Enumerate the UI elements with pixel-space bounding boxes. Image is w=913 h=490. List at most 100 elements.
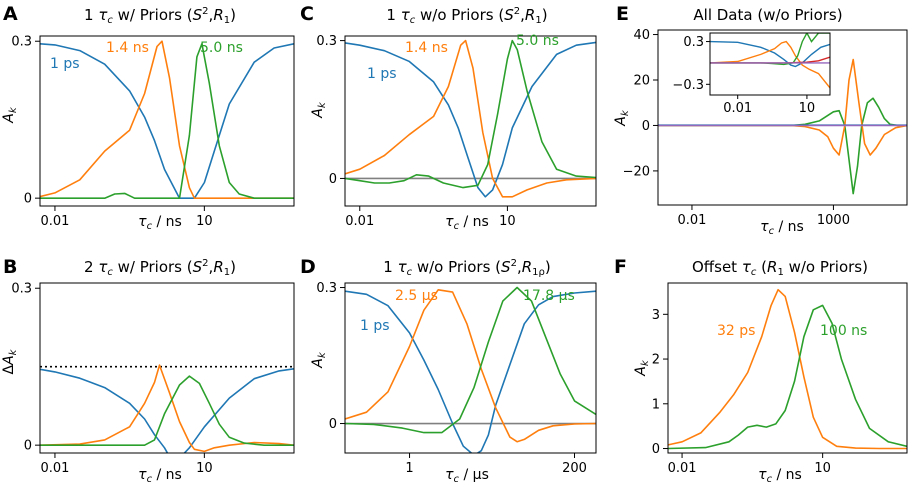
panel-e-series-green: [658, 97, 907, 195]
panel-f-ytick-label: 1: [652, 397, 660, 412]
panel-f-plot: 0.01 10 0 1 2 3: [652, 282, 908, 476]
panel-f-xtick-label: 10: [814, 461, 831, 476]
panel-c-label-green: 5.0 ns: [516, 33, 559, 49]
panel-d-series-blue: [345, 290, 596, 453]
panel-d-xtick-label: 1: [405, 461, 413, 476]
panel-c: C 1 τc w/o Priors (S2,R1) 0.01 1000.3 Ak …: [300, 3, 597, 232]
panel-e-frame: [657, 29, 908, 206]
panel-b: B 2 τc w/ Priors (S2,R1) 0.01 1000.3 ΔAk …: [1, 256, 295, 485]
panel-c-letter: C: [300, 3, 314, 25]
panel-c-xtick-label: 10: [499, 214, 516, 229]
panel-c-xtick-label: 0.01: [345, 214, 374, 229]
panel-b-series-blue: [40, 368, 294, 453]
panel-c-ytick-label: 0.3: [316, 34, 337, 49]
panel-c-series-blue: [345, 41, 596, 198]
panel-e-ytick-label: −20: [623, 164, 650, 179]
panel-a-plot: 0.01 10 0 0.3: [11, 35, 295, 229]
panel-e-xlabel: τc / ns: [760, 219, 804, 237]
panel-a-xtick-label: 0.01: [40, 214, 69, 229]
panel-e-xtick-label: 1000: [817, 213, 850, 228]
panel-f-label-orange: 32 ps: [717, 323, 755, 339]
panel-f-frame: [667, 282, 908, 454]
panel-f-series-orange: [668, 288, 907, 450]
panel-b-xtick-label: 10: [196, 461, 213, 476]
panel-a-label-blue: 1 ps: [50, 56, 80, 72]
panel-a-letter: A: [3, 3, 18, 25]
panel-f-letter: F: [614, 256, 627, 278]
panel-e-inset-ytick-label: −0.3: [672, 78, 704, 93]
panel-a-xtick-label: 10: [196, 214, 213, 229]
panel-f-series-green: [668, 304, 907, 450]
panel-a-series-orange: [40, 40, 294, 199]
panel-b-xlabel: τc / ns: [138, 467, 182, 485]
panel-a-ytick-label: 0.3: [11, 35, 32, 50]
panel-e-inset-series-orange: [710, 40, 830, 89]
panel-a-label-green: 5.0 ns: [200, 40, 243, 56]
panel-b-series-orange: [40, 364, 294, 453]
panel-f-label-green: 100 ns: [820, 323, 867, 339]
panel-f-ytick-label: 0: [652, 442, 660, 457]
panel-c-plot: 0.01 10 0 0.3: [316, 34, 597, 229]
panel-c-label-orange: 1.4 ns: [405, 40, 448, 56]
panel-d-ylabel: Ak: [310, 351, 328, 369]
panel-d: D 1 τc w/o Priors (S2,R1ρ) 1 200 0 0.3 Ak τ…: [300, 256, 597, 485]
panel-e-ytick-label: 20: [633, 74, 650, 89]
panel-c-ylabel: Ak: [310, 101, 328, 119]
panel-b-title: 2 τc w/ Priors (S2,R1): [84, 258, 236, 278]
panel-c-frame: [344, 35, 597, 207]
panel-e-inset: 0.01 10 −0.3 0.3: [672, 32, 831, 116]
panel-d-xlabel: τc / μs: [445, 467, 489, 485]
panel-c-xlabel: τc / ns: [445, 214, 489, 232]
panel-b-plot: 0.01 10 0 0.3: [11, 282, 295, 476]
panel-e-inset-series-blue: [710, 40, 830, 68]
panel-f-ytick-label: 2: [652, 353, 660, 368]
panel-f-ylabel: Ak: [633, 359, 651, 377]
panel-d-xtick-label: 200: [562, 461, 587, 476]
panel-e-series-orange: [658, 58, 907, 156]
panel-c-label-blue: 1 ps: [367, 66, 397, 82]
panel-f: F Offset τc (R1 w/o Priors) 0.01 10 0 1 2 3 A…: [614, 256, 908, 485]
panel-d-ytick-label: 0: [329, 417, 337, 432]
panel-c-series-orange: [345, 39, 596, 198]
panel-b-ytick-label: 0.3: [11, 282, 32, 297]
panel-e: E All Data (w/o Priors) 0.01 1000 −20 0 20 40…: [613, 3, 908, 237]
panel-e-letter: E: [616, 3, 629, 25]
panel-e-ytick-label: 40: [633, 28, 650, 43]
panel-a: A 1 τc w/ Priors (S2,R1) 0.01 10 0 0.3 Ak τ…: [1, 3, 295, 232]
panel-b-frame: [39, 282, 295, 454]
panel-e-plot: 0.01 1000 −20 0 20 40: [623, 28, 908, 228]
panel-a-ylabel: Ak: [1, 106, 19, 124]
panel-c-series-green: [345, 39, 596, 189]
panel-f-ytick-label: 3: [652, 308, 660, 323]
panel-d-frame: [344, 282, 597, 454]
panel-a-series-blue: [40, 43, 294, 199]
panel-c-title: 1 τc w/o Priors (S2,R1): [386, 6, 547, 26]
panel-e-inset-xtick-label: 10: [799, 101, 816, 116]
panel-b-letter: B: [3, 256, 17, 278]
panel-a-ytick-label: 0: [24, 192, 32, 207]
panel-e-xtick-label: 0.01: [677, 213, 706, 228]
panel-a-frame: [39, 35, 295, 207]
panel-d-plot: 1 200 0 0.3: [316, 281, 597, 476]
panel-d-title: 1 τc w/o Priors (S2,R1ρ): [383, 258, 550, 278]
panel-d-label-orange: 2.5 μs: [395, 288, 438, 304]
panel-b-ylabel: ΔAk: [1, 348, 19, 374]
panel-d-ytick-label: 0.3: [316, 281, 337, 296]
panel-d-label-blue: 1 ps: [360, 318, 390, 334]
panel-d-letter: D: [300, 256, 316, 278]
panel-d-series-green: [345, 286, 596, 434]
panel-b-series-green: [40, 375, 294, 446]
panel-e-title: All Data (w/o Priors): [693, 6, 842, 24]
panel-b-xtick-label: 0.01: [40, 461, 69, 476]
panel-a-title: 1 τc w/ Priors (S2,R1): [84, 6, 236, 26]
panel-e-inset-frame: [709, 32, 831, 96]
panel-b-ytick-label: 0: [24, 439, 32, 454]
panel-c-ytick-label: 0: [329, 172, 337, 187]
panel-a-label-orange: 1.4 ns: [106, 40, 149, 56]
panel-a-series-green: [40, 43, 294, 199]
panel-f-xlabel: τc / ns: [758, 467, 802, 485]
panel-a-xlabel: τc / ns: [138, 214, 182, 232]
panel-e-inset-ytick-label: 0.3: [683, 35, 704, 50]
panel-f-xtick-label: 0.01: [668, 461, 697, 476]
